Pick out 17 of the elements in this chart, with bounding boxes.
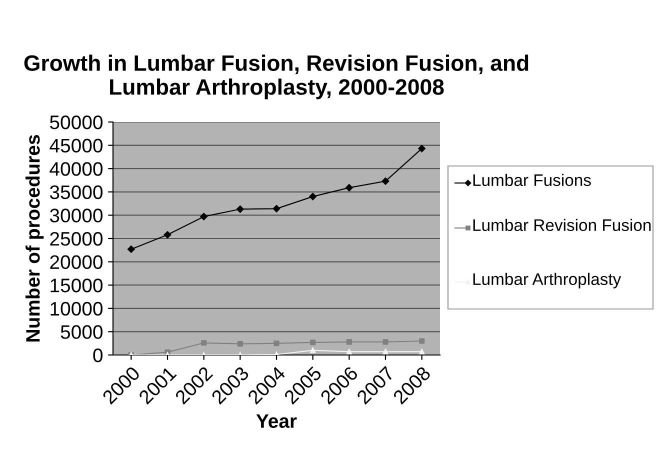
chart-title: Growth in Lumbar Fusion, Revision Fusion, and Lumbar Arthroplasty, 2000-2008 <box>24 54 528 100</box>
y-tick-label: 45000 <box>50 138 103 153</box>
legend-label: Lumbar Arthroplasty <box>473 272 622 288</box>
y-tick-label: 10000 <box>50 302 103 316</box>
y-tick-label: 20000 <box>50 255 103 270</box>
y-tick-label: 25000 <box>50 232 103 246</box>
y-tick-label: 5000 <box>60 325 103 339</box>
legend-label: Lumbar Fusions <box>473 174 591 186</box>
x-axis-title: Year <box>256 414 297 428</box>
y-axis-title: Number of procedures <box>26 135 44 342</box>
y-tick-label: 0 <box>93 348 103 362</box>
y-tick-label: 50000 <box>50 115 103 130</box>
y-tick-label: 35000 <box>50 185 103 200</box>
legend-label: Lumbar Revision Fusion <box>473 218 651 232</box>
y-tick-label: 15000 <box>50 278 103 292</box>
y-tick-label: 30000 <box>50 208 103 222</box>
y-tick-label: 40000 <box>50 162 103 176</box>
